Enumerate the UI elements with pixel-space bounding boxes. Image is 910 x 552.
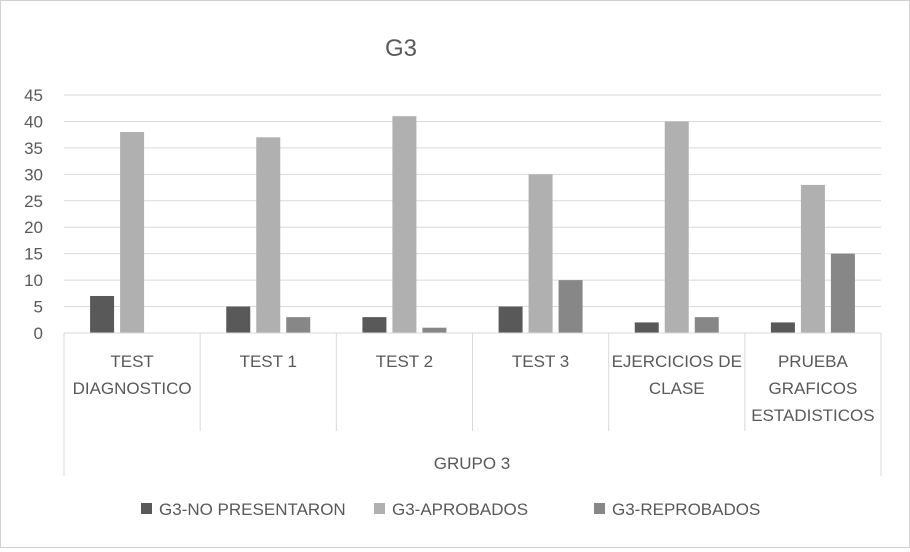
legend-swatch: [374, 503, 385, 514]
category-label: TEST 1: [240, 352, 297, 371]
bar-g3-aprobados: [392, 116, 417, 334]
category-label: TEST 2: [376, 352, 433, 371]
bar-g3-reprobados: [286, 317, 311, 333]
y-tick-label: 25: [24, 192, 43, 211]
legend-label: G3-APROBADOS: [392, 500, 528, 519]
y-tick-label: 0: [34, 324, 43, 343]
category-label: PRUEBA: [778, 352, 849, 371]
bar-g3-reprobados: [558, 280, 583, 333]
bar-g3-no-presentaron: [498, 306, 523, 333]
bar-g3-aprobados: [120, 132, 145, 333]
category-label: ESTADISTICOS: [751, 406, 874, 425]
category-label: CLASE: [649, 379, 705, 398]
bar-g3-no-presentaron: [770, 322, 795, 333]
category-label: DIAGNOSTICO: [73, 379, 192, 398]
y-tick-label: 5: [34, 298, 43, 317]
category-label: TEST: [110, 352, 153, 371]
legend-swatch: [594, 503, 605, 514]
legend: G3-NO PRESENTARON G3-APROBADOS G3-REPROBAD…: [141, 500, 760, 519]
bar-g3-reprobados: [422, 327, 447, 333]
bar-g3-no-presentaron: [226, 306, 251, 333]
y-tick-label: 35: [24, 139, 43, 158]
bar-g3-aprobados: [800, 184, 825, 333]
bar-g3-no-presentaron: [634, 322, 659, 333]
bars: [90, 116, 855, 334]
y-tick-label: 45: [24, 86, 43, 105]
bar-g3-no-presentaron: [362, 317, 387, 333]
x-axis: TEST DIAGNOSTICO TEST 1 TEST 2 TEST 3 EJERCIC…: [63, 332, 882, 476]
bar-g3-no-presentaron: [90, 295, 115, 333]
bar-g3-aprobados: [528, 174, 553, 333]
legend-label: G3-NO PRESENTARON: [159, 500, 346, 519]
y-tick-label: 15: [24, 245, 43, 264]
y-tick-label: 10: [24, 271, 43, 290]
category-label: GRAFICOS: [769, 379, 858, 398]
y-tick-label: 30: [24, 165, 43, 184]
gridlines: [64, 94, 881, 334]
category-label: TEST 3: [512, 352, 569, 371]
bar-g3-aprobados: [664, 121, 689, 333]
y-tick-label: 40: [24, 112, 43, 131]
bar-g3-reprobados: [830, 253, 855, 333]
category-label: EJERCICIOS DE: [612, 352, 742, 371]
bar-g3-reprobados: [694, 317, 719, 333]
y-axis-ticks: 0 5 10 15 20 25 30 35 40 45: [24, 86, 43, 343]
legend-label: G3-REPROBADOS: [612, 500, 760, 519]
group-label: GRUPO 3: [434, 454, 511, 473]
chart-title: G3: [385, 35, 417, 62]
bar-g3-aprobados: [256, 137, 281, 333]
legend-swatch: [141, 503, 152, 514]
y-tick-label: 20: [24, 218, 43, 237]
